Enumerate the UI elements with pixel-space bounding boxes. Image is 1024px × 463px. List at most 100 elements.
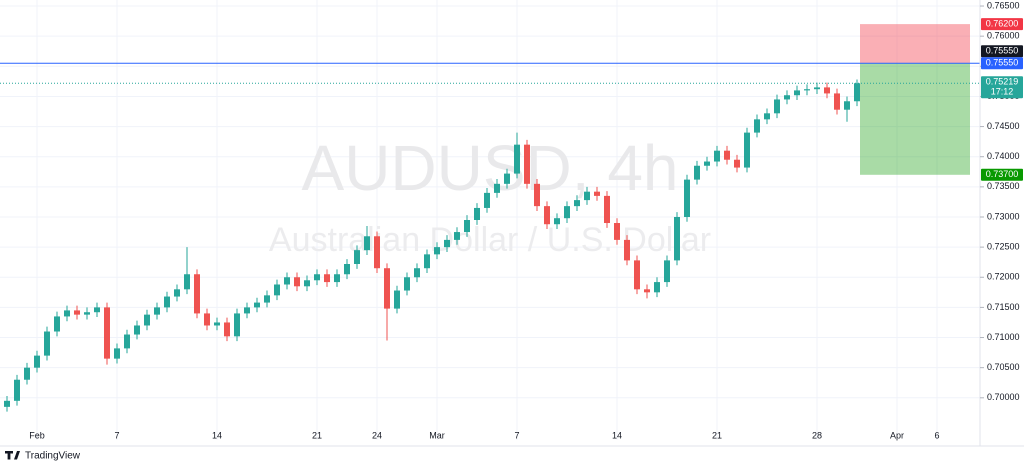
candle-body [334, 274, 340, 283]
candle-body [174, 289, 180, 297]
brand-name: TradingView [25, 451, 81, 462]
y-tick-label: 0.70000 [987, 392, 1020, 402]
candle-body [514, 144, 520, 174]
candle-body [734, 159, 740, 168]
y-tick-label: 0.71500 [987, 302, 1020, 312]
footer: TradingView [4, 451, 81, 462]
y-tick-label: 0.74000 [987, 151, 1020, 161]
candle-body [274, 284, 280, 296]
y-tick-label: 0.73000 [987, 211, 1020, 221]
candle-body [684, 179, 690, 217]
candle-body [434, 247, 440, 255]
candle-body [284, 277, 290, 285]
candle-body [414, 268, 420, 278]
x-tick-label: 21 [312, 430, 322, 440]
candle-body [114, 348, 120, 359]
x-tick-label: 14 [612, 430, 622, 440]
candle-body [244, 307, 250, 314]
candle-body [184, 274, 190, 290]
candle-body [544, 206, 550, 225]
candle-body [394, 290, 400, 309]
candle-body [824, 87, 830, 94]
x-tick-label: 14 [212, 430, 222, 440]
brand-logo [4, 451, 20, 460]
candle-body [254, 302, 260, 308]
candle-body [354, 250, 360, 264]
candle-body [44, 331, 50, 356]
candle-body [84, 312, 90, 315]
y-tick-label: 0.72000 [987, 272, 1020, 282]
candle-body [4, 400, 10, 407]
candle-body [384, 268, 390, 309]
candle-body [614, 223, 620, 240]
candle-body [524, 144, 530, 184]
candle-body [24, 367, 30, 380]
candle-body [324, 274, 330, 283]
target-tag: 0.73700 [986, 169, 1019, 179]
candle-body [634, 260, 640, 290]
x-tick-label: Feb [29, 430, 45, 440]
candle-body [404, 277, 410, 291]
candle-body [604, 195, 610, 224]
candle-body [134, 325, 140, 335]
watermark-title: AUDUSD, 4h [302, 132, 679, 204]
candle-body [264, 295, 270, 303]
candle-body [34, 355, 40, 368]
x-tick-label: 28 [812, 430, 822, 440]
last-price-tag: 0.75219 [986, 77, 1019, 87]
candle-body [804, 89, 810, 91]
x-tick-label: Apr [890, 430, 904, 440]
candle-body [534, 183, 540, 207]
candle-body [754, 119, 760, 133]
candle-body [234, 313, 240, 337]
candle-body [214, 322, 220, 326]
candle-body [474, 207, 480, 220]
candle-body [764, 113, 770, 120]
candle-body [594, 191, 600, 196]
target-tag-bg [981, 168, 1023, 181]
x-tick-label: 21 [712, 430, 722, 440]
candle-body [224, 322, 230, 337]
stop-tag-bg [981, 18, 1023, 31]
candle-body [554, 218, 560, 225]
y-tick-label: 0.71000 [987, 332, 1020, 342]
candle-body [484, 192, 490, 208]
y-tick-label: 0.73500 [987, 181, 1020, 191]
candle-body [794, 90, 800, 96]
candle-body [654, 282, 660, 293]
candle-body [454, 232, 460, 240]
stop-tag: 0.76200 [986, 18, 1019, 28]
candle-body [494, 183, 500, 193]
candle-body [714, 150, 720, 162]
watermark-subtitle: Australian Dollar / U.S. Dollar [269, 221, 711, 259]
candle-body [674, 216, 680, 261]
candle-body [644, 289, 650, 293]
y-tick-label: 0.74500 [987, 121, 1020, 131]
candle-body [834, 93, 840, 110]
candle-body [724, 150, 730, 160]
entry-tag-bg [981, 45, 1023, 58]
candle-body [504, 173, 510, 184]
candle-body [314, 274, 320, 281]
candle-body [424, 254, 430, 269]
x-tick-label: Mar [429, 430, 445, 440]
y-tick-label: 0.76500 [987, 0, 1020, 10]
target-zone [860, 63, 970, 175]
candle-body [204, 313, 210, 326]
candle-body [94, 307, 100, 313]
countdown: 17:12 [991, 87, 1014, 97]
x-tick-label: 7 [114, 430, 119, 440]
candle-body [784, 95, 790, 100]
candle-body [844, 101, 850, 110]
x-tick-label: 6 [934, 430, 939, 440]
x-tick-label: 7 [514, 430, 519, 440]
candle-body [54, 316, 60, 332]
candle-body [164, 296, 170, 308]
candle-body [14, 379, 20, 401]
candle-body [744, 132, 750, 168]
plot [0, 24, 980, 412]
y-tick-label: 0.76000 [987, 31, 1020, 41]
last-price-tag-bg [981, 76, 1023, 99]
